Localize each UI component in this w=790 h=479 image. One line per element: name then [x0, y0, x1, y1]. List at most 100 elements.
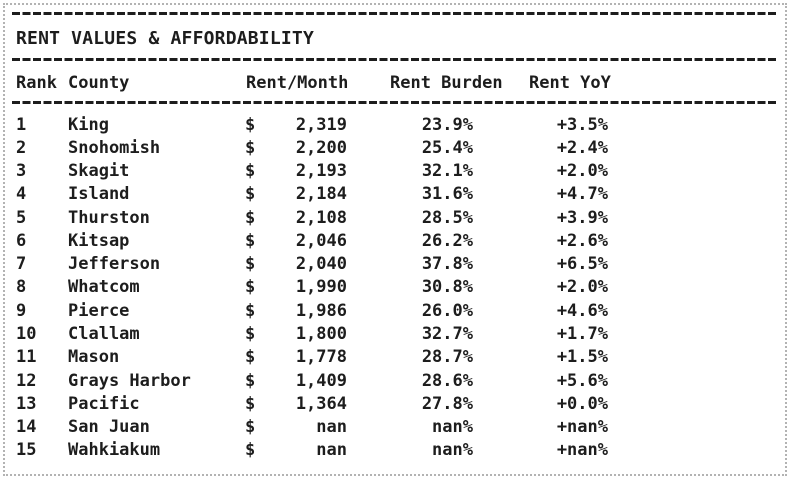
rent-amount: nan: [316, 440, 347, 461]
county-cell: Pierce: [68, 300, 130, 321]
rank-cell: 2: [16, 137, 27, 158]
rent-amount: 1,990: [295, 277, 347, 298]
county-cell: Skagit: [68, 161, 130, 182]
rent-cell: $ 1,800: [245, 324, 347, 344]
burden-cell: 37.8%: [421, 254, 473, 275]
dollar-sign: $: [245, 324, 256, 345]
table-row: 11 Mason $ 1,778 28.7% +1.5%: [0, 346, 790, 369]
yoy-cell: +0.0%: [556, 393, 608, 414]
burden-cell: 26.0%: [421, 300, 473, 321]
separator-line-below-title: [12, 58, 777, 61]
table-body: 1 King $ 2,319 23.9% +3.5% 2 Snohomish $…: [0, 113, 790, 462]
yoy-cell: +5.6%: [556, 370, 608, 391]
burden-cell: 32.7%: [421, 324, 473, 345]
county-cell: Pacific: [68, 393, 140, 414]
yoy-cell: +1.5%: [556, 347, 608, 368]
rank-cell: 5: [16, 207, 27, 228]
table-row: 6 Kitsap $ 2,046 26.2% +2.6%: [0, 229, 790, 252]
burden-cell: nan%: [432, 417, 473, 438]
yoy-cell: +1.7%: [556, 324, 608, 345]
rent-amount: 2,200: [295, 137, 347, 158]
county-cell: Kitsap: [68, 230, 130, 251]
page-title: RENT VALUES & AFFORDABILITY: [16, 28, 314, 49]
rent-cell: $ 1,778: [245, 347, 347, 367]
county-cell: Mason: [68, 347, 120, 368]
separator-line-top: [12, 12, 777, 15]
county-cell: Clallam: [68, 324, 140, 345]
column-header-rent-burden: Rent Burden: [390, 73, 503, 93]
rent-cell: $ 1,986: [245, 301, 347, 321]
dollar-sign: $: [245, 137, 256, 158]
burden-cell: 23.9%: [421, 114, 473, 135]
yoy-cell: +2.6%: [556, 230, 608, 251]
burden-cell: 28.5%: [421, 207, 473, 228]
rank-cell: 4: [16, 184, 27, 205]
rank-cell: 14: [16, 417, 37, 438]
dollar-sign: $: [245, 370, 256, 391]
rent-amount: 1,409: [295, 370, 347, 391]
yoy-cell: +2.4%: [556, 137, 608, 158]
column-header-rent-yoy: Rent YoY: [529, 73, 611, 93]
rent-cell: $ 2,193: [245, 161, 347, 181]
rent-cell: $ nan: [245, 440, 347, 460]
rent-amount: 1,364: [295, 393, 347, 414]
rent-cell: $ 2,040: [245, 254, 347, 274]
burden-cell: nan%: [432, 440, 473, 461]
rent-amount: 2,108: [295, 207, 347, 228]
rank-cell: 8: [16, 277, 27, 298]
rank-cell: 15: [16, 440, 37, 461]
burden-cell: 28.7%: [421, 347, 473, 368]
yoy-cell: +3.5%: [556, 114, 608, 135]
rent-amount: nan: [316, 417, 347, 438]
burden-cell: 25.4%: [421, 137, 473, 158]
table-row: 8 Whatcom $ 1,990 30.8% +2.0%: [0, 276, 790, 299]
table-row: 13 Pacific $ 1,364 27.8% +0.0%: [0, 392, 790, 415]
rank-cell: 13: [16, 393, 37, 414]
rent-cell: $ 2,184: [245, 184, 347, 204]
rent-amount: 1,800: [295, 324, 347, 345]
column-header-rent-month: Rent/Month: [246, 73, 349, 93]
yoy-cell: +2.0%: [556, 161, 608, 182]
rank-cell: 3: [16, 161, 27, 182]
table-row: 9 Pierce $ 1,986 26.0% +4.6%: [0, 299, 790, 322]
dollar-sign: $: [245, 277, 256, 298]
county-cell: Island: [68, 184, 130, 205]
burden-cell: 26.2%: [421, 230, 473, 251]
rent-cell: $ 1,409: [245, 371, 347, 391]
burden-cell: 27.8%: [421, 393, 473, 414]
rank-cell: 12: [16, 370, 37, 391]
table-row: 2 Snohomish $ 2,200 25.4% +2.4%: [0, 136, 790, 159]
dollar-sign: $: [245, 417, 256, 438]
rent-amount: 2,046: [295, 230, 347, 251]
burden-cell: 32.1%: [421, 161, 473, 182]
dollar-sign: $: [245, 161, 256, 182]
column-header-rank: Rank: [16, 73, 57, 93]
dollar-sign: $: [245, 440, 256, 461]
table-row: 5 Thurston $ 2,108 28.5% +3.9%: [0, 206, 790, 229]
rank-cell: 11: [16, 347, 37, 368]
dollar-sign: $: [245, 347, 256, 368]
county-cell: Thurston: [68, 207, 150, 228]
rent-cell: $ 2,046: [245, 231, 347, 251]
rank-cell: 6: [16, 230, 27, 251]
rank-cell: 9: [16, 300, 27, 321]
yoy-cell: +6.5%: [556, 254, 608, 275]
county-cell: Jefferson: [68, 254, 161, 275]
dollar-sign: $: [245, 393, 256, 414]
table-row: 15 Wahkiakum $ nan nan% +nan%: [0, 439, 790, 462]
rent-cell: $ 2,108: [245, 208, 347, 228]
table-row: 4 Island $ 2,184 31.6% +4.7%: [0, 183, 790, 206]
rent-cell: $ 2,319: [245, 115, 347, 135]
rank-cell: 7: [16, 254, 27, 275]
dollar-sign: $: [245, 184, 256, 205]
table-row: 10 Clallam $ 1,800 32.7% +1.7%: [0, 322, 790, 345]
county-cell: Snohomish: [68, 137, 161, 158]
table-row: 7 Jefferson $ 2,040 37.8% +6.5%: [0, 253, 790, 276]
column-header-county: County: [68, 73, 130, 93]
rank-cell: 1: [16, 114, 27, 135]
county-cell: San Juan: [68, 417, 150, 438]
dollar-sign: $: [245, 254, 256, 275]
yoy-cell: +nan%: [556, 417, 608, 438]
rent-amount: 1,986: [295, 300, 347, 321]
